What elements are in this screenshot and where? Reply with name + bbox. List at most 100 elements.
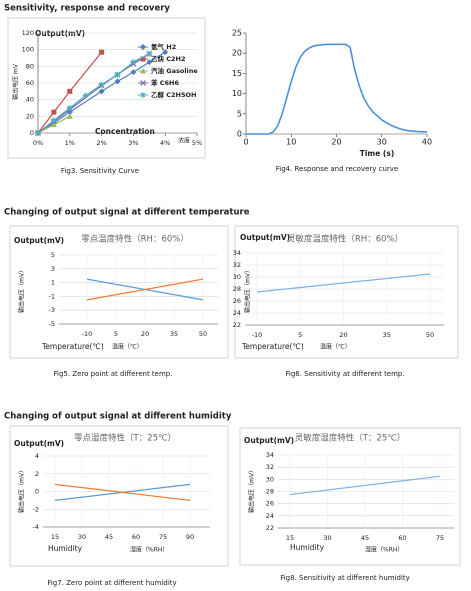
y-axis-title: Output(mV) [14,236,64,245]
figure-frame [7,17,206,159]
caption: Fig6. Sensitivity at different temp. [285,370,404,378]
x-axis-title: Humidity [48,544,83,553]
x-axis-title: Temperature(℃) [41,342,104,351]
x-tick-label: 90 [186,533,194,541]
legend-label: 氢气 H2 [151,42,176,51]
x-tick-label: 75 [159,533,167,541]
y-tick-label: -5 [49,320,55,328]
marker [66,105,73,111]
y-axis-label: 输出电压（mV） [248,467,256,513]
data-line [246,43,428,135]
x-tick-label: 15 [286,534,294,542]
figure-frame [239,427,461,566]
y-tick-label: 10 [232,89,242,98]
y-tick-label: -1 [49,292,55,300]
y-tick-label: 24 [233,309,241,317]
data-line [86,278,204,301]
marker [162,49,169,56]
data-line [37,51,103,134]
x-tick-label: 50 [199,330,207,338]
y-tick-label: 80 [26,62,34,70]
legend-marker [140,56,146,62]
y-tick-label: 20 [26,112,34,120]
y-tick-label: 5 [51,251,55,259]
y-tick-label: 28 [266,488,274,496]
y-tick-label: -3 [49,306,55,314]
caption: Fig3. Sensitivity Curve [61,167,139,175]
y-axis-label: 输出电压 mV [12,63,20,100]
x-tick-label: 35 [383,331,391,339]
marker [98,88,105,95]
x-tick-label: 5% [192,139,202,147]
marker [35,130,41,136]
caption: Fig8. Sensitivity at different humidity [280,574,410,582]
y-tick-label: 100 [22,46,34,54]
y-axis-label: 输出电压（mV） [18,467,26,513]
data-line [37,51,166,134]
y-tick-label: 30 [266,475,274,483]
x-tick-label: 15 [51,533,59,541]
x-tick-label: 30 [78,533,86,541]
x-tick-label: -10 [252,331,263,339]
legend-label: 汽油 Gasoline [151,66,198,75]
y-tick-label: 4 [35,452,39,460]
y-axis-title: Output(mV) [240,233,290,242]
caption: Fig7. Zero point at different humidity [47,579,176,587]
chart-title: 零点温度特性（RH：60%） [81,234,189,245]
legend-marker [140,92,146,98]
marker [114,78,121,85]
y-tick-label: -4 [33,523,39,531]
chart-title: 零点湿度特性（T：25℃） [74,433,176,444]
caption: Fig5. Zero point at different temp. [54,370,173,378]
y-tick-label: 15 [232,69,242,78]
y-tick-label: 22 [233,321,241,329]
x-tick-label: 60 [398,534,406,542]
caption: Fig4. Response and recovery curve [276,165,399,173]
legend-label: 苯 C6H6 [150,78,179,87]
x-tick-label: 1% [65,139,75,147]
x-tick-label: 4% [160,139,170,147]
marker [50,121,57,128]
legend-label: 乙醇 C2H5OH [151,90,196,99]
y-tick-label: 40 [26,96,34,104]
chart-title: 灵敏度温度特性（RH：60%） [287,234,403,245]
y-tick-label: 24 [266,512,274,520]
y-tick-label: 3 [51,265,55,273]
x-tick-label: 45 [361,534,369,542]
x-tick-label: 20 [339,331,347,339]
marker [130,69,137,76]
x-tick-label: 2% [96,139,106,147]
x-axis-title: Humidity [290,543,325,552]
y-tick-label: 34 [266,451,274,459]
y-axis-label: 输出电压（mV） [244,267,252,313]
y-tick-label: 120 [22,29,34,37]
figure-frame [9,225,229,359]
y-tick-label: 25 [232,29,242,38]
x-tick-label: 20 [331,138,341,147]
y-tick-label: 0 [30,129,34,137]
heading: Changing of output signal at different t… [4,208,250,218]
figure-frame [234,225,459,359]
x-tick-label: 30 [323,534,331,542]
data-line [256,273,431,293]
marker [82,92,89,99]
marker [50,117,57,124]
x-tick-label: 45 [105,533,113,541]
heading: Changing of output signal at different h… [4,412,232,422]
y-tick-label: 20 [232,49,242,58]
x-tick-label: -10 [82,330,93,338]
y-tick-label: 32 [266,463,274,471]
x-axis-title: Time (s) [360,149,395,158]
marker [99,49,105,55]
data-line [54,483,191,501]
x-axis-title: Concentration [95,127,155,136]
legend-marker [140,68,146,74]
y-tick-label: 26 [233,297,241,305]
x-axis-title-cn: 温度（℃） [112,343,143,351]
x-tick-label: 20 [141,330,149,338]
y-axis-title: Output(mV) [244,436,294,445]
y-tick-label: 34 [233,249,241,257]
x-tick-label: 60 [132,533,140,541]
